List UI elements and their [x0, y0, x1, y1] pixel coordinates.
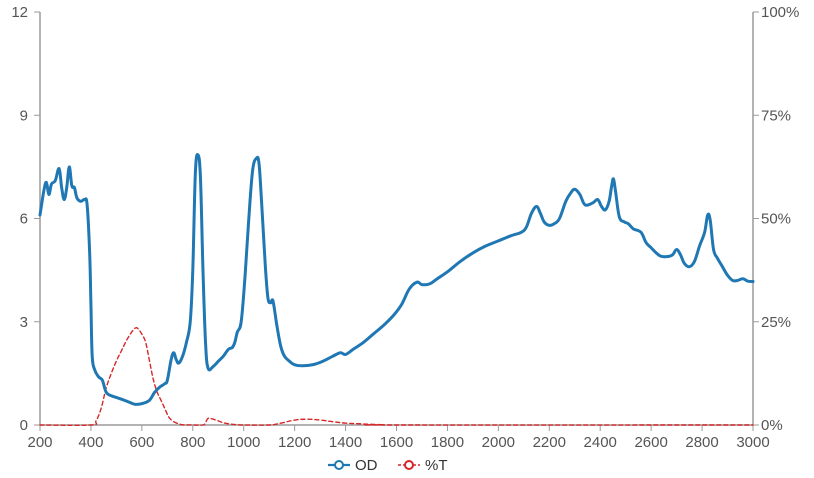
x-tick-label: 1800 [431, 434, 464, 451]
x-tick-label: 2200 [533, 434, 566, 451]
x-tick-label: 400 [78, 434, 103, 451]
x-tick-label: 1200 [278, 434, 311, 451]
x-tick-label: 1600 [380, 434, 413, 451]
y-left-tick-label: 9 [20, 107, 28, 124]
y-right-tick-label: 50% [761, 211, 791, 228]
x-tick-label: 2800 [685, 434, 718, 451]
x-tick-label: 3000 [736, 434, 769, 451]
y-left-tick-label: 0 [20, 417, 28, 434]
x-tick-label: 2400 [584, 434, 617, 451]
axes: 200 400 600 800 1000 1200 1400 1600 1800 2000 2200… [11, 4, 799, 451]
x-tick-label: 600 [129, 434, 154, 451]
y-left-tick-label: 12 [11, 4, 28, 21]
series-layer [38, 153, 755, 427]
legend-item: %T [398, 457, 448, 474]
y-right-tick-label: 0% [761, 417, 783, 434]
x-tick-label: 800 [180, 434, 205, 451]
x-tick-label: 2000 [482, 434, 515, 451]
legend: OD %T [328, 457, 448, 474]
x-tick-label: 200 [27, 434, 52, 451]
x-tick-label: 2600 [634, 434, 667, 451]
series-line-t [39, 326, 754, 427]
y-right-tick-label: 100% [761, 4, 799, 21]
legend-label: %T [425, 457, 448, 474]
legend-swatch-marker [334, 460, 344, 470]
x-tick-label: 1000 [227, 434, 260, 451]
y-right-tick-label: 75% [761, 107, 791, 124]
legend-item: OD [328, 457, 378, 474]
legend-label: OD [355, 457, 378, 474]
y-left-tick-label: 6 [20, 211, 28, 228]
series-line-od [38, 153, 755, 406]
legend-swatch-marker [404, 460, 414, 470]
y-left-tick-label: 3 [20, 314, 28, 331]
x-tick-label: 1400 [329, 434, 362, 451]
y-right-tick-label: 25% [761, 314, 791, 331]
